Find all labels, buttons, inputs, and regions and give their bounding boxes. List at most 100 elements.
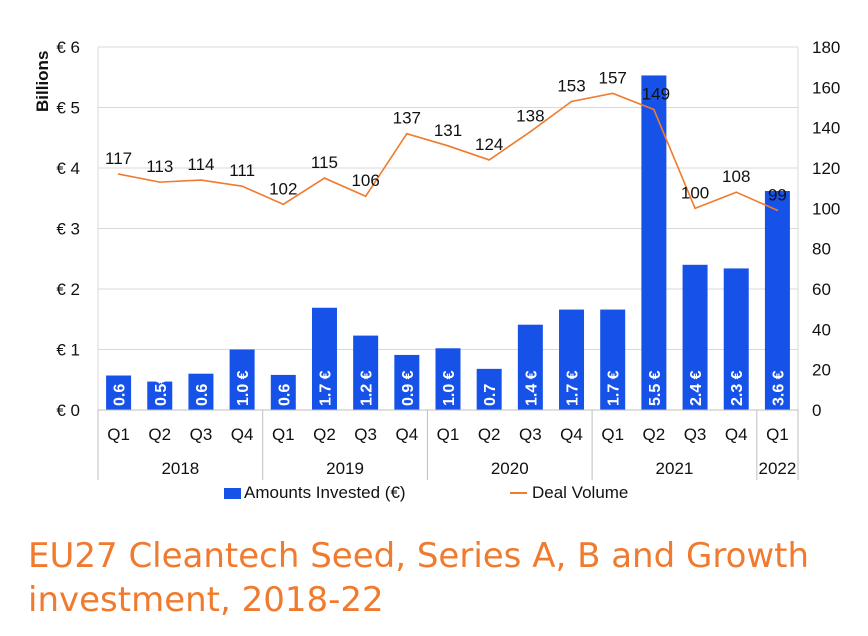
bar [106, 375, 132, 410]
y-right-tick-label: 40 [812, 320, 831, 339]
y-left-tick-label: € 5 [56, 99, 80, 118]
deal-volume-label: 149 [642, 85, 670, 104]
line-point [241, 185, 243, 187]
year-label: 2019 [326, 459, 364, 478]
line-point [200, 179, 202, 181]
line-point [488, 159, 490, 161]
deal-volume-line [118, 92, 778, 212]
line-point [776, 209, 779, 212]
bar [559, 309, 585, 410]
line-point [653, 108, 655, 111]
x-tick-label: Q3 [190, 425, 213, 444]
y-left-tick-label: € 4 [56, 159, 80, 178]
y-right-tick-label: 20 [812, 361, 831, 380]
bar [147, 381, 173, 410]
deal-volume-label: 137 [393, 109, 421, 128]
line-point [694, 207, 696, 210]
bar-value-label: 2.3 € [729, 370, 746, 406]
bar-value-label: 1.7 € [606, 370, 623, 406]
bar-value-label: 1.0 € [235, 370, 252, 406]
chart-title: EU27 Cleantech Seed, Series A, B and Gro… [28, 536, 810, 620]
deal-volume-label: 99 [768, 185, 787, 204]
x-tick-label: Q2 [478, 425, 501, 444]
legend: Amounts Invested (€) Deal Volume [224, 483, 628, 502]
deal-volume-label: 138 [516, 107, 544, 126]
y-right-tick-label: 140 [812, 119, 840, 138]
year-label: 2021 [656, 459, 694, 478]
deal-volume-label: 124 [475, 135, 503, 154]
deal-volume-label: 157 [599, 68, 627, 87]
x-tick-label: Q1 [601, 425, 624, 444]
legend-line-label: Deal Volume [532, 483, 628, 502]
line-point [529, 130, 532, 133]
bar-value-label: 1.7 € [317, 370, 334, 406]
y-right-tick-label: 80 [812, 240, 831, 259]
bar [723, 268, 749, 410]
x-tick-label: Q3 [684, 425, 707, 444]
deal-volume-label: 106 [351, 171, 379, 190]
x-tick-label: Q2 [643, 425, 666, 444]
year-label: 2022 [758, 459, 796, 478]
line-point [570, 100, 573, 103]
bar [476, 368, 502, 410]
bar [353, 335, 379, 410]
y-right-tick-label: 180 [812, 38, 840, 57]
y-right-tick-label: 120 [812, 159, 840, 178]
year-label: 2020 [491, 459, 529, 478]
deal-volume-label: 114 [187, 155, 214, 174]
y-right-tick-label: 60 [812, 280, 831, 299]
bar-value-label: 0.6 [194, 384, 211, 406]
deal-volume-label: 131 [434, 121, 462, 140]
bar [270, 374, 296, 410]
x-tick-label: Q3 [354, 425, 377, 444]
bar [394, 354, 420, 410]
x-tick-label: Q3 [519, 425, 542, 444]
x-tick-label: Q2 [148, 425, 171, 444]
deal-volume-label: 108 [722, 167, 750, 186]
legend-bar-label: Amounts Invested (€) [244, 483, 406, 502]
line-point [117, 173, 120, 175]
deal-volume-label: 153 [557, 76, 585, 95]
bar [764, 190, 790, 410]
line-point [735, 191, 738, 193]
y-left-axis-label: Billions [33, 51, 52, 112]
x-tick-label: Q4 [231, 425, 254, 444]
x-tick-label: Q4 [725, 425, 748, 444]
x-tick-label: Q4 [395, 425, 418, 444]
bar [641, 75, 667, 410]
deal-volume-label: 102 [269, 179, 297, 198]
legend-bar-swatch [224, 488, 241, 499]
deal-volume-label: 115 [311, 153, 338, 172]
line-series: 117 113 114 111 102 115 106 137 131 124 138 153 157 1… [105, 68, 787, 212]
bar-series: 0.6 0.5€ 0.6 1.0 € 0.6 1.7 € 1.2 € 0.9 € 1.0 € 0.… [106, 75, 790, 410]
bar-value-label: 1.4 € [523, 370, 540, 406]
y-left-tick-label: € 6 [56, 38, 80, 57]
line-point [406, 132, 408, 135]
deal-volume-label: 113 [146, 157, 173, 176]
bar [311, 307, 337, 410]
y-left-tick-label: € 0 [56, 401, 80, 420]
y-right-tick-label: 160 [812, 78, 840, 97]
deal-volume-label: 100 [681, 183, 709, 202]
bar-value-label: 0.6 [112, 384, 129, 406]
year-label: 2018 [161, 459, 199, 478]
deal-volume-label: 117 [105, 149, 132, 168]
bar-value-label: 5.5 € [647, 370, 664, 406]
y-right-tick-label: 100 [812, 199, 840, 218]
bar-value-label: 0.7 [482, 384, 499, 406]
x-tick-label: Q4 [560, 425, 583, 444]
bar-value-label: 0.6 [276, 384, 293, 406]
y-left-tick-label: € 3 [56, 220, 80, 239]
bar [682, 264, 708, 410]
line-point [323, 177, 326, 179]
bar [188, 373, 214, 410]
bar-value-label: 1.7 € [565, 370, 582, 406]
axes: € 0 € 1 € 2 € 3 € 4 € 5 € 6 0 20 40 60 80 100 120 140 1… [33, 38, 840, 480]
line-point [282, 203, 285, 206]
y-left-tick-label: € 2 [56, 280, 80, 299]
x-tick-label: Q1 [272, 425, 295, 444]
y-left-tick-label: € 1 [56, 341, 80, 360]
bar-value-label: 0.5€ [153, 375, 170, 406]
bar [600, 309, 626, 410]
x-tick-label: Q1 [766, 425, 789, 444]
